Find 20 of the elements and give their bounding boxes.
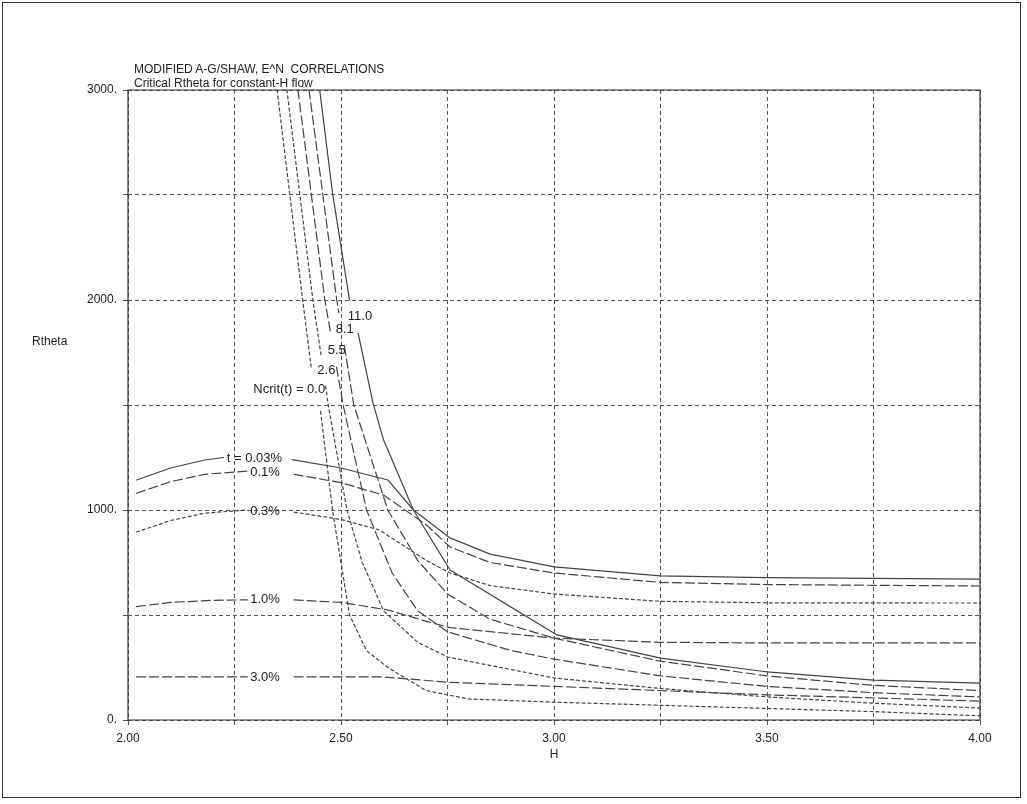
chart-subtitle: Critical Rtheta for constant-H flow [134, 76, 314, 90]
y-tick-label: 1000. [86, 502, 117, 517]
x-tick-label: 3.50 [755, 730, 779, 745]
x-tick-label: 2.00 [116, 730, 140, 745]
annotation: 0.3% [250, 502, 281, 518]
annotation: 2.6 [317, 361, 336, 377]
x-tick-label: 3.00 [542, 730, 566, 745]
chart-title: MODIFIED A-G/SHAW, E^N CORRELATIONS [134, 62, 385, 76]
annotation: Ncrit(t) = 0.0 [253, 380, 326, 396]
x-tick-label: 2.50 [329, 730, 353, 745]
annotation: 1.0% [250, 591, 281, 607]
y-tick-label: 3000. [86, 82, 117, 97]
x-tick-label: 4.00 [968, 730, 992, 745]
y-tick-label: 2000. [86, 292, 117, 307]
annotation: t = 0.03% [226, 450, 283, 466]
x-axis-title: H [549, 747, 559, 762]
y-axis-title: Rtheta [32, 334, 68, 349]
annotation: 0.1% [250, 464, 281, 480]
y-tick-label: 0. [106, 712, 117, 727]
annotation: 3.0% [250, 668, 281, 684]
